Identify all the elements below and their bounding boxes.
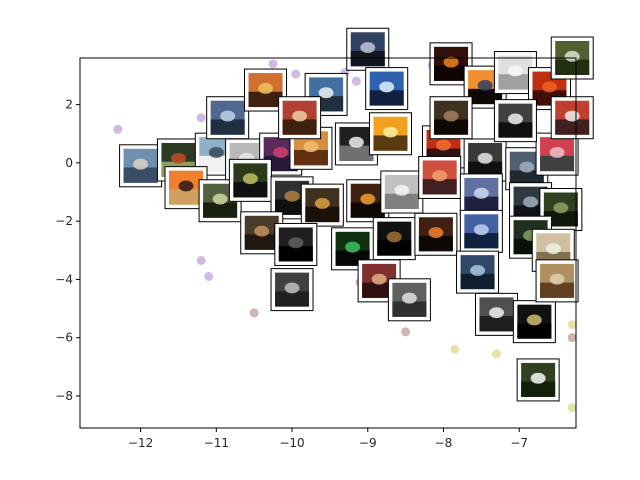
x-tick-label-1: −11 (204, 436, 229, 450)
thumbnail-28 (459, 209, 503, 253)
plot-frame (79, 57, 577, 429)
data-point-11 (249, 308, 259, 318)
thumbnail-27 (414, 212, 458, 256)
thumbnail-20 (459, 173, 503, 217)
thumbnail-18 (380, 170, 424, 214)
thumbnail-35 (474, 292, 518, 336)
thumbnail-47 (493, 51, 537, 95)
thumbnail-33 (387, 278, 431, 322)
y-tick-label-4: −6 (55, 331, 73, 345)
thumbnail-26 (372, 217, 416, 261)
thumbnail-52 (429, 96, 473, 140)
thumbnail-43 (346, 27, 390, 71)
thumbnail-0 (119, 144, 163, 188)
x-tick-label-2: −10 (279, 436, 304, 450)
data-point-4 (268, 59, 278, 69)
y-tick-label-5: −8 (55, 389, 73, 403)
y-axis: 2 0 −2 −4 −6 −8 (55, 98, 80, 403)
data-point-15 (491, 349, 501, 359)
data-point-10 (204, 272, 214, 282)
thumbnails-layer (119, 27, 594, 402)
y-tick-label-2: −2 (55, 214, 73, 228)
x-tick-label-0: −12 (128, 436, 153, 450)
thumbnail-50 (550, 96, 594, 140)
y-tick-label-3: −4 (55, 272, 73, 286)
data-point-18 (567, 333, 577, 343)
data-point-1 (196, 113, 206, 123)
thumbnail-36 (512, 300, 556, 344)
thumbnail-42 (278, 96, 322, 140)
thumbnail-51 (493, 99, 537, 143)
thumbnail-37 (535, 259, 579, 303)
thumbnail-38 (516, 358, 560, 402)
data-point-7 (351, 76, 361, 86)
x-axis: −12 −11 −10 −9 −8 −7 (128, 428, 528, 450)
thumbnail-45 (429, 42, 473, 86)
data-point-14 (450, 344, 460, 354)
thumbnail-31 (270, 268, 314, 312)
thumbnail-7 (368, 112, 412, 156)
data-point-17 (567, 403, 577, 413)
data-point-9 (196, 255, 206, 265)
y-tick-label-1: 0 (65, 156, 73, 170)
thumbnail-14 (228, 158, 272, 202)
y-tick-label-0: 2 (65, 98, 73, 112)
thumbnail-39 (206, 96, 250, 140)
data-point-16 (567, 320, 577, 330)
thumbnail-34 (456, 250, 500, 294)
thumbnail-24 (274, 222, 318, 266)
data-point-0 (113, 124, 123, 134)
x-tick-label-5: −7 (510, 436, 528, 450)
thumbnail-44 (365, 67, 409, 111)
x-tick-label-3: −9 (359, 436, 377, 450)
thumbnail-11 (535, 132, 579, 176)
data-point-5 (291, 69, 301, 79)
thumbnail-19 (418, 155, 462, 199)
data-point-13 (401, 327, 411, 337)
x-tick-label-4: −8 (435, 436, 453, 450)
thumbnail-16 (300, 183, 344, 227)
